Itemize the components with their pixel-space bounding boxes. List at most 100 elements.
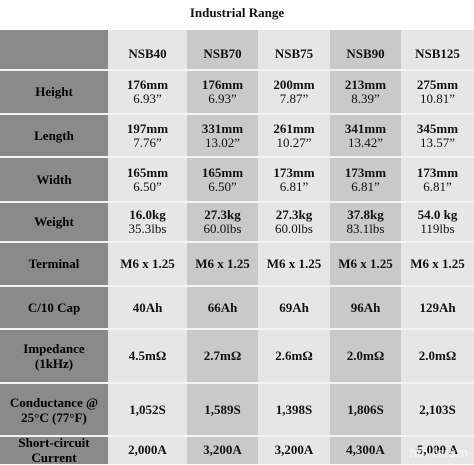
row-label: Height xyxy=(35,84,73,99)
spec-cell: 2.6mΩ xyxy=(258,349,330,363)
cell-imperial-value: 7.87” xyxy=(279,91,309,106)
cell-value: 5,000 A xyxy=(416,442,459,457)
cell-value: 176mm xyxy=(126,77,169,92)
cell-value: 1,589S xyxy=(204,401,241,417)
spec-cell: 176mm 6.93” xyxy=(108,78,187,106)
row-divider xyxy=(0,113,474,115)
cell-value: 2.7mΩ xyxy=(203,348,242,363)
spec-cell: M6 x 1.25 xyxy=(108,257,187,271)
spec-cell: 54.0 kg 119lbs xyxy=(401,208,474,236)
cell-value: 331mm xyxy=(201,120,244,136)
spec-cell: M6 x 1.25 xyxy=(330,257,401,271)
cell-imperial-value: 7.76” xyxy=(133,134,162,150)
cell-imperial-value: 119lbs xyxy=(420,221,455,236)
spec-cell: 275mm 10.81” xyxy=(401,78,474,106)
cell-value: 3,200A xyxy=(274,442,314,457)
spec-cell: 213mm 8.39” xyxy=(330,78,401,106)
cell-value: 1,398S xyxy=(275,401,313,417)
spec-cell: 2.0mΩ xyxy=(330,349,401,363)
cell-value: 275mm xyxy=(416,77,459,92)
spec-table: NSB40 NSB70 NSB75 NSB90 NSB125 Height 176mm 6.9… xyxy=(0,30,474,465)
spec-cell: 331mm 13.02” xyxy=(187,120,258,150)
model-header: NSB90 xyxy=(346,46,385,61)
model-header: NSB40 xyxy=(128,46,167,61)
cell-imperial-value: 60.0lbs xyxy=(203,221,242,236)
spec-cell: 96Ah xyxy=(330,299,401,315)
spec-cell: 129Ah xyxy=(401,299,474,315)
spec-cell: 1,398S xyxy=(258,401,330,417)
cell-value: 1,806S xyxy=(347,401,384,417)
spec-cell: 37.8kg 83.1lbs xyxy=(330,208,401,236)
cell-value: 200mm xyxy=(273,77,315,92)
cell-imperial-value: 13.02” xyxy=(204,134,241,150)
spec-cell: 3,200A xyxy=(258,443,330,457)
row-divider xyxy=(0,201,474,203)
cell-value: M6 x 1.25 xyxy=(338,256,393,271)
cell-value: M6 x 1.25 xyxy=(266,256,322,271)
spec-cell: M6 x 1.25 xyxy=(258,257,330,271)
cell-imperial-value: 6.50” xyxy=(208,178,237,194)
cell-imperial-value: 6.81” xyxy=(351,178,380,194)
spec-cell: 165mm 6.50” xyxy=(108,165,187,194)
spec-cell: 197mm 7.76” xyxy=(108,120,187,150)
row-label: Terminal xyxy=(28,256,80,271)
cell-value: 96Ah xyxy=(350,299,381,315)
cell-imperial-value: 10.81” xyxy=(419,91,456,106)
cell-imperial-value: 6.81” xyxy=(423,178,452,194)
cell-imperial-value: 10.27” xyxy=(276,134,312,150)
cell-value: M6 x 1.25 xyxy=(410,256,465,271)
column-stripe xyxy=(401,30,474,464)
spec-cell: 173mm 6.81” xyxy=(330,165,401,194)
spec-cell: 341mm 13.42” xyxy=(330,120,401,150)
spec-cell: 2,103S xyxy=(401,402,474,417)
spec-cell: 173mm 6.81” xyxy=(258,165,330,194)
cell-value: 40Ah xyxy=(132,299,163,315)
spec-cell: 261mm 10.27” xyxy=(258,121,330,150)
row-label: Weight xyxy=(34,214,74,229)
spec-cell: 1,806S xyxy=(330,401,401,417)
spec-cell: 40Ah xyxy=(108,299,187,315)
cell-imperial-value: 6.50” xyxy=(133,178,162,194)
model-header: NSB125 xyxy=(415,46,460,61)
spec-cell: 176mm 6.93” xyxy=(187,78,258,106)
spec-cell: 69Ah xyxy=(258,300,330,315)
cell-value: 54.0 kg xyxy=(417,207,458,222)
cell-value: 3,200A xyxy=(203,442,242,457)
spec-cell: 4,300A xyxy=(330,443,401,457)
cell-value: 2.0mΩ xyxy=(418,348,457,363)
cell-value: 2,000A xyxy=(128,442,167,457)
model-header: NSB70 xyxy=(203,46,242,61)
cell-value: 129Ah xyxy=(419,299,456,315)
cell-value: 197mm xyxy=(126,120,169,136)
cell-value: 27.3kg xyxy=(275,207,313,222)
cell-value: 213mm xyxy=(344,77,387,92)
row-label: Short-circuit Current xyxy=(18,435,90,465)
cell-imperial-value: 13.42” xyxy=(347,134,384,150)
spec-cell: 165mm 6.50” xyxy=(187,165,258,194)
spec-cell: 2.0mΩ xyxy=(401,349,474,363)
spec-cell: 345mm 13.57” xyxy=(401,121,474,150)
cell-imperial-value: 13.57” xyxy=(419,134,456,150)
model-header: NSB75 xyxy=(274,46,314,61)
page-title: Industrial Range xyxy=(189,5,285,20)
row-divider xyxy=(0,69,474,71)
cell-imperial-value: 8.39” xyxy=(351,91,380,106)
cell-value: 1,052S xyxy=(129,401,166,417)
row-label: Impedance (1kHz) xyxy=(23,341,85,371)
cell-value: 341mm xyxy=(344,120,387,136)
cell-value: 2.6mΩ xyxy=(275,348,313,363)
cell-value: 16.0kg xyxy=(129,207,166,222)
cell-value: 37.8kg xyxy=(347,207,384,222)
row-label: C/10 Cap xyxy=(27,299,81,315)
row-label: Length xyxy=(34,127,74,143)
cell-value: 173mm xyxy=(416,164,459,180)
column-stripe xyxy=(330,30,401,464)
spec-cell: M6 x 1.25 xyxy=(401,257,474,271)
spec-cell: 4.5mΩ xyxy=(108,349,187,363)
column-stripe xyxy=(258,30,330,464)
cell-value: 176mm xyxy=(201,77,244,92)
spec-cell: 1,052S xyxy=(108,401,187,417)
cell-value: 4,300A xyxy=(346,442,385,457)
cell-value: M6 x 1.25 xyxy=(195,256,250,271)
cell-value: 66Ah xyxy=(207,299,238,315)
